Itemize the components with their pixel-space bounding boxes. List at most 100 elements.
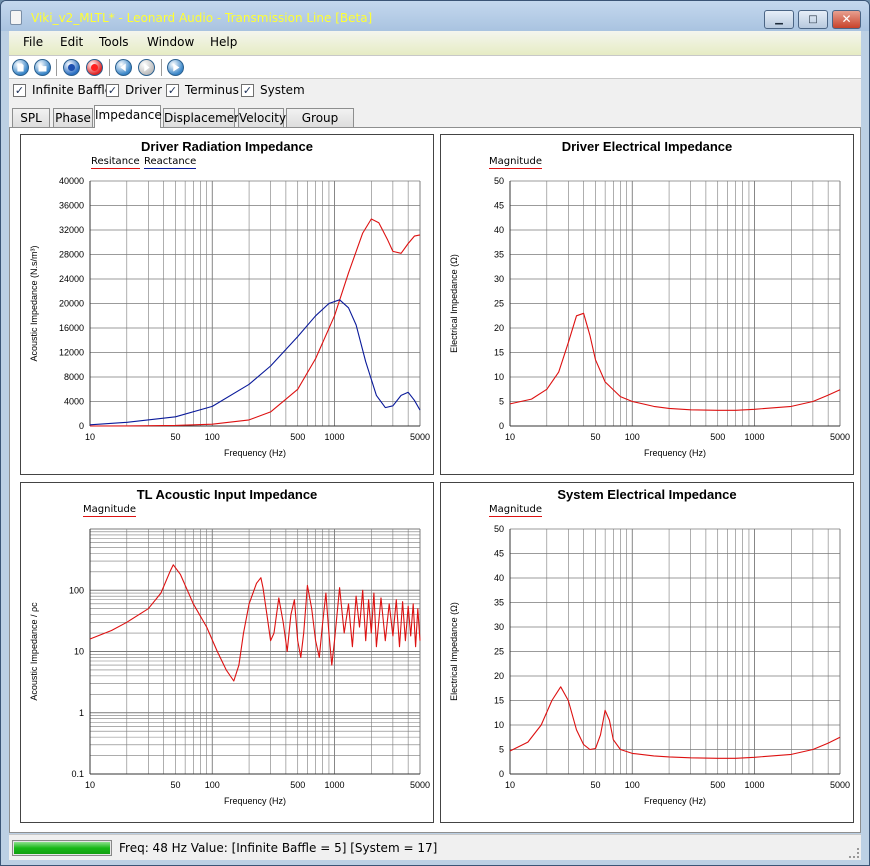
record-red-icon[interactable] <box>86 59 103 76</box>
x-axis-label: Frequency (Hz) <box>224 448 286 458</box>
chart-driver-radiation-impedance: 10 50 100 500 1000 5000 0 4000 8000 12000 16000 200… <box>20 134 434 475</box>
toolbar-separator <box>56 59 57 76</box>
menu-tools[interactable]: Tools <box>99 35 129 49</box>
series-line <box>89 299 421 426</box>
x-tick-label: 1000 <box>325 780 345 790</box>
y-tick-label: 0 <box>79 421 84 431</box>
legend-reactance: Reactance <box>144 156 197 169</box>
maximize-button[interactable]: □ <box>798 10 828 29</box>
y-tick-label: 50 <box>494 176 504 186</box>
x-tick-label: 100 <box>205 780 220 790</box>
tab-phase[interactable]: Phase <box>53 108 93 128</box>
menu-help[interactable]: Help <box>210 35 238 49</box>
x-tick-label: 5000 <box>830 780 850 790</box>
y-tick-label: 50 <box>494 524 504 534</box>
chart-title: System Electrical Impedance <box>557 487 737 502</box>
close-button[interactable]: ✕ <box>832 10 861 29</box>
checkmark-icon[interactable]: ✓ <box>241 84 254 97</box>
y-tick-label: 35 <box>494 598 504 608</box>
y-tick-label: 4000 <box>64 397 84 407</box>
app-icon <box>10 10 22 25</box>
chart-area: 10 50 100 500 1000 5000 0 4000 8000 12000 16000 200… <box>9 127 861 833</box>
play-icon[interactable] <box>167 59 184 76</box>
y-tick-label: 12000 <box>59 348 84 358</box>
checkmark-icon[interactable]: ✓ <box>166 84 179 97</box>
checkmark-icon[interactable]: ✓ <box>106 84 119 97</box>
y-tick-label: 45 <box>494 549 504 559</box>
x-tick-label: 1000 <box>745 780 765 790</box>
tab-spl[interactable]: SPL <box>12 108 50 128</box>
tab-impedance[interactable]: Impedance <box>94 105 162 128</box>
x-tick-label: 50 <box>170 780 180 790</box>
series-line <box>89 564 421 682</box>
chart-tl-acoustic-input-impedance: 10 50 100 500 1000 5000 0.1 1 10 100 Frequency (Hz… <box>20 482 434 823</box>
x-tick-label: 10 <box>85 432 95 442</box>
y-axis-label: Electrical Impedance (Ω) <box>449 254 459 353</box>
step-forward-icon[interactable] <box>138 59 155 76</box>
tab-displacement[interactable]: Displacement <box>163 108 247 128</box>
grid <box>509 528 841 775</box>
menu-file[interactable]: File <box>23 35 44 49</box>
y-tick-label: 15 <box>494 696 504 706</box>
x-tick-label: 5000 <box>410 432 430 442</box>
toolbar-separator <box>109 59 110 76</box>
plot-driver-electrical-impedance: 10 50 100 500 1000 5000 0 5 10 15 20 25 30 35 40 45 50 Fr… <box>449 176 850 458</box>
series-checkbox-bar: ✓ Infinite Baffle ✓ Driver ✓ Terminus ✓ … <box>9 79 861 103</box>
new-icon[interactable] <box>12 59 29 76</box>
x-tick-label: 50 <box>170 432 180 442</box>
grid <box>509 180 841 427</box>
y-tick-label: 16000 <box>59 323 84 333</box>
minimize-button[interactable]: ▁ <box>764 10 794 29</box>
checkmark-icon[interactable]: ✓ <box>13 84 26 97</box>
x-axis-label: Frequency (Hz) <box>644 448 706 458</box>
menu-window[interactable]: Window <box>147 35 195 49</box>
grid <box>89 180 421 427</box>
plot-tl-acoustic-input-impedance: 10 50 100 500 1000 5000 0.1 1 10 100 Frequency (Hz… <box>29 528 430 806</box>
x-tick-label: 10 <box>505 432 515 442</box>
series-line <box>89 218 421 427</box>
x-tick-label: 50 <box>590 780 600 790</box>
open-icon[interactable] <box>34 59 51 76</box>
series-line <box>509 686 841 759</box>
title-bar[interactable]: Viki_v2_MLTL* - Leonard Audio - Transmis… <box>1 1 869 31</box>
tab-strip: SPL Phase Impedance Displacement Velocit… <box>9 103 861 143</box>
y-tick-label: 20 <box>494 671 504 681</box>
x-tick-label: 100 <box>625 780 640 790</box>
y-tick-label: 5 <box>499 397 504 407</box>
x-tick-label: 5000 <box>410 780 430 790</box>
x-tick-label: 100 <box>205 432 220 442</box>
tab-group-delay[interactable]: Group Delay <box>286 108 354 143</box>
record-blue-icon[interactable] <box>63 59 80 76</box>
menu-edit[interactable]: Edit <box>60 35 84 49</box>
x-tick-label: 5000 <box>830 432 850 442</box>
y-tick-label: 40000 <box>59 176 84 186</box>
legend-resistance: Resitance <box>91 156 140 169</box>
y-axis-label: Acoustic Impedance / ρc <box>29 602 39 701</box>
window-title: Viki_v2_MLTL* - Leonard Audio - Transmis… <box>31 11 373 25</box>
y-tick-label: 30 <box>494 274 504 284</box>
y-tick-label: 28000 <box>59 250 84 260</box>
x-tick-label: 10 <box>505 780 515 790</box>
y-tick-label: 20000 <box>59 299 84 309</box>
y-tick-label: 5 <box>499 745 504 755</box>
x-tick-label: 100 <box>625 432 640 442</box>
legend-magnitude: Magnitude <box>83 504 136 517</box>
chart-title: TL Acoustic Input Impedance <box>136 487 318 502</box>
chart-system-electrical-impedance: 10 50 100 500 1000 5000 0 5 10 15 20 25 30 35 40 45 50 Fr… <box>440 482 854 823</box>
y-tick-label: 0 <box>499 769 504 779</box>
step-back-icon[interactable] <box>115 59 132 76</box>
toolbar <box>9 55 861 79</box>
x-tick-label: 500 <box>290 432 305 442</box>
y-tick-label: 45 <box>494 201 504 211</box>
tab-velocity[interactable]: Velocity <box>238 108 286 128</box>
y-tick-label: 15 <box>494 348 504 358</box>
y-tick-label: 10 <box>494 720 504 730</box>
legend-magnitude: Magnitude <box>489 156 542 169</box>
series-line <box>509 312 841 411</box>
y-tick-label: 32000 <box>59 225 84 235</box>
status-text: Freq: 48 Hz Value: [Infinite Baffle = 5]… <box>119 841 438 855</box>
y-tick-label: 40 <box>494 225 504 235</box>
chart-driver-electrical-impedance: 10 50 100 500 1000 5000 0 5 10 15 20 25 30 35 40 45 50 Fr… <box>440 134 854 475</box>
resize-grip-icon[interactable] <box>849 848 859 858</box>
